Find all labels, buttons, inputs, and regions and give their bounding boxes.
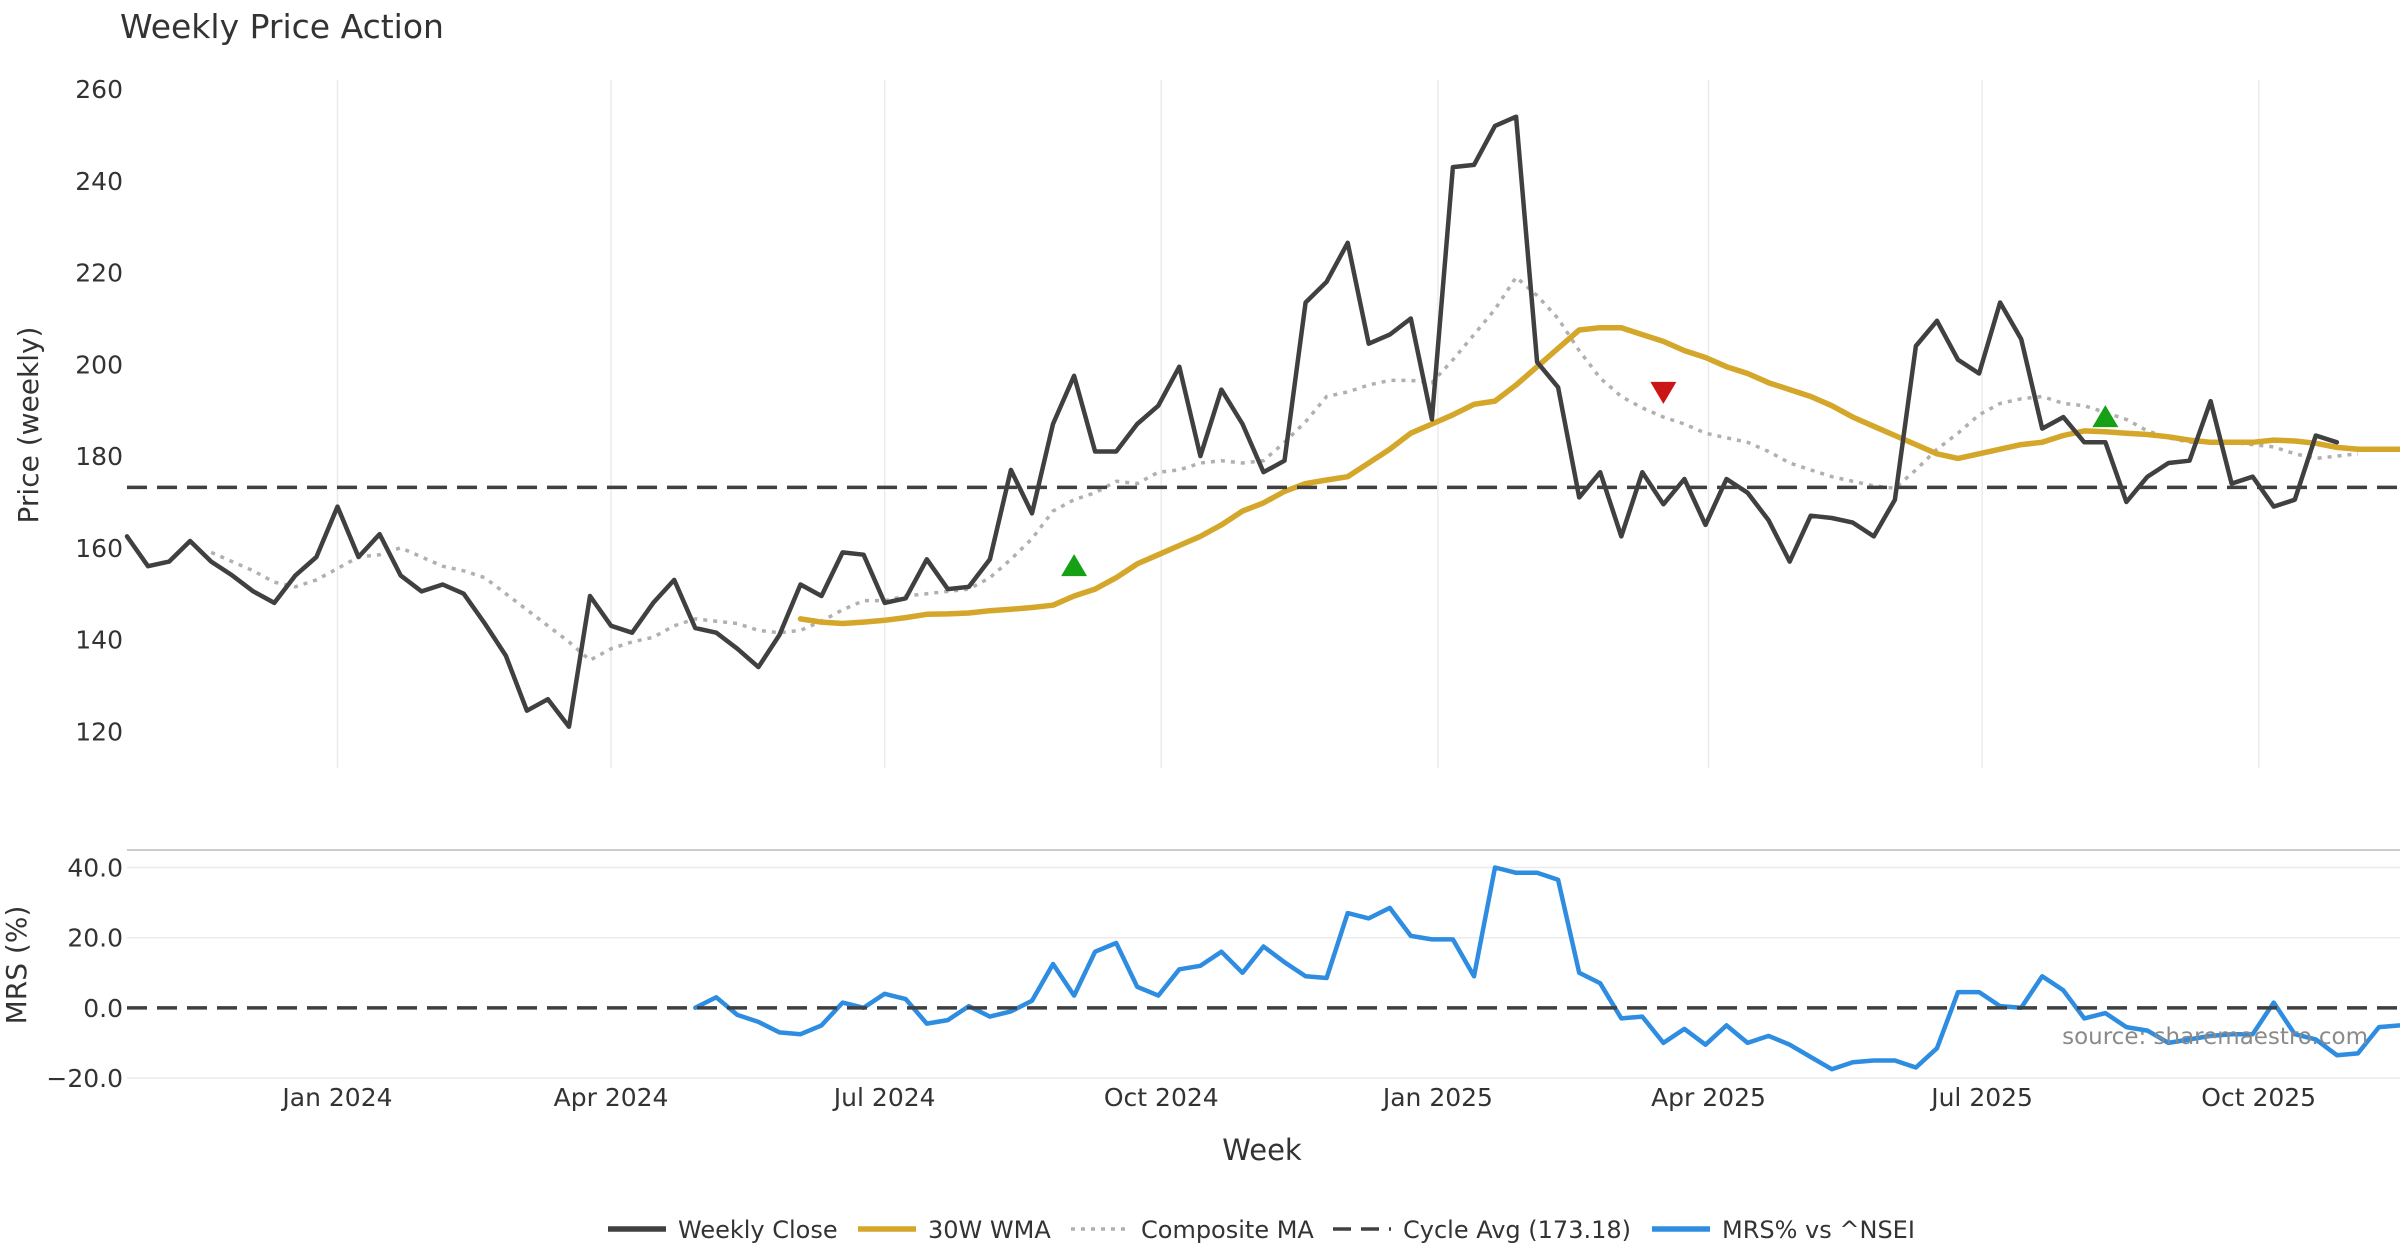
x-tick-label: Jan 2024 (280, 1083, 392, 1112)
buy-signal-marker (1061, 554, 1088, 577)
price-y-tick-label: 260 (75, 75, 123, 104)
chart-title: Weekly Price Action (120, 7, 444, 46)
legend-label: Composite MA (1141, 1216, 1314, 1244)
weekly-close-line (124, 114, 2340, 729)
mrs-panel: 40.0 20.0 0.0 −20.0 Jan 2024 Apr 2024 Jul 2024… (46, 849, 2400, 1112)
x-tick-label: Jul 2025 (1929, 1083, 2033, 1112)
price-y-tick-label: 240 (75, 167, 123, 196)
30w-wma-line (797, 324, 2400, 627)
x-tick-label: Oct 2024 (1104, 1083, 1219, 1112)
buy-signal-marker (2092, 405, 2119, 428)
legend-label: MRS% vs ^NSEI (1722, 1216, 1915, 1244)
x-tick-label: Jul 2024 (832, 1083, 936, 1112)
x-tick-label: Apr 2024 (554, 1083, 669, 1112)
x-tick-label: Apr 2025 (1651, 1083, 1766, 1112)
price-y-tick-label: 200 (75, 350, 123, 379)
legend: Weekly Close 30W WMA Composite MA Cycle Avg… (608, 1216, 1915, 1244)
price-panel: 120 140 160 180 200 220 240 260 (75, 75, 2400, 768)
mrs-vs-nsei-line (693, 865, 2400, 1072)
legend-label: Weekly Close (678, 1216, 838, 1244)
legend-label: 30W WMA (928, 1216, 1051, 1244)
mrs-y-tick-label: 20.0 (67, 924, 123, 953)
sell-signal-marker (1650, 381, 1677, 404)
x-axis-label: Week (1222, 1133, 1302, 1167)
price-y-axis-label: Price (weekly) (12, 327, 45, 524)
mrs-y-tick-label: 40.0 (67, 854, 123, 883)
source-credit: source: sharemaestro.com (2062, 1024, 2368, 1050)
mrs-y-tick-label: −20.0 (46, 1064, 123, 1093)
price-y-tick-label: 220 (75, 259, 123, 288)
legend-label: Cycle Avg (173.18) (1403, 1216, 1631, 1244)
price-y-tick-label: 180 (75, 442, 123, 471)
mrs-y-axis-label: MRS (%) (0, 906, 33, 1025)
price-y-tick-label: 120 (75, 717, 123, 746)
price-y-tick-label: 140 (75, 626, 123, 655)
x-tick-label: Jan 2025 (1381, 1083, 1493, 1112)
price-y-tick-label: 160 (75, 534, 123, 563)
mrs-y-tick-label: 0.0 (83, 994, 123, 1023)
x-tick-label: Oct 2025 (2201, 1083, 2316, 1112)
composite-ma-line (210, 275, 2359, 662)
